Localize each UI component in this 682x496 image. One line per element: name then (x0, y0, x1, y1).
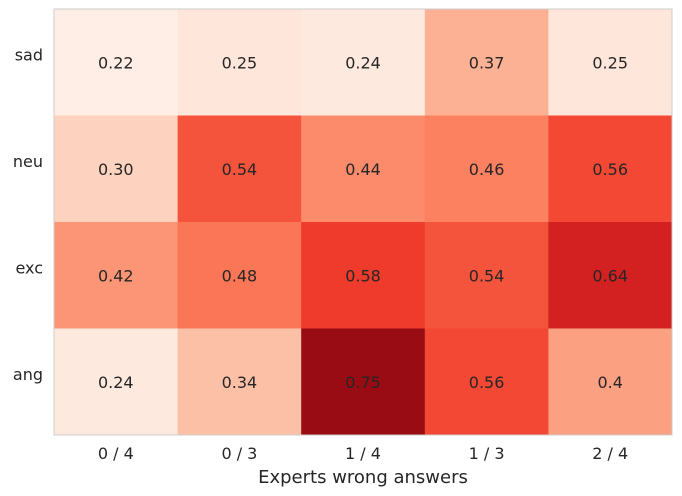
cell-value-label: 0.56 (469, 373, 505, 392)
cell-value-label: 0.64 (592, 266, 628, 285)
heatmap-cell-ang-2 (301, 328, 426, 436)
heatmap-cell-neu-3 (424, 115, 549, 223)
cell-value-label: 0.24 (345, 53, 381, 72)
y-tick-label-exc: exc (15, 258, 43, 277)
heatmap-cell-sad-2 (301, 9, 426, 116)
cell-value-label: 0.48 (222, 266, 258, 285)
cell-value-label: 0.75 (345, 373, 381, 392)
heatmap-cell-sad-4 (548, 9, 673, 116)
heatmap-cell-ang-0 (54, 328, 179, 436)
heatmap-cell-neu-0 (54, 115, 179, 223)
heatmap-cell-ang-3 (424, 328, 549, 436)
heatmap-cell-ang-4 (548, 328, 673, 436)
cell-value-label: 0.58 (345, 266, 381, 285)
heatmap-cell-neu-1 (177, 115, 302, 223)
cell-value-label: 0.37 (469, 53, 505, 72)
cell-value-label: 0.54 (469, 266, 505, 285)
x-tick-label: 1 / 4 (345, 444, 381, 463)
heatmap-cell-sad-0 (54, 9, 179, 116)
cell-value-label: 0.44 (345, 160, 381, 179)
y-tick-label-ang: ang (13, 365, 43, 384)
heatmap-cell-neu-4 (548, 115, 673, 223)
cell-value-label: 0.46 (469, 160, 505, 179)
heatmap-cell-exc-2 (301, 222, 426, 329)
heatmap-cells (54, 9, 673, 436)
y-tick-label-sad: sad (15, 45, 43, 64)
cell-value-label: 0.25 (222, 53, 258, 72)
x-tick-label: 2 / 4 (592, 444, 628, 463)
y-tick-label-neu: neu (13, 152, 43, 171)
heatmap-value-labels: 0.22 0.25 0.24 0.37 0.25 0.30 0.54 0.44 0.46 0.56… (98, 53, 628, 392)
cell-value-label: 0.25 (592, 53, 628, 72)
cell-value-label: 0.54 (222, 160, 258, 179)
cell-value-label: 0.22 (98, 53, 134, 72)
cell-value-label: 0.30 (98, 160, 134, 179)
cell-value-label: 0.24 (98, 373, 134, 392)
x-tick-label: 0 / 4 (98, 444, 134, 463)
x-tick-labels: 0 / 4 0 / 3 1 / 4 1 / 3 2 / 4 (98, 444, 628, 463)
cell-value-label: 0.34 (222, 373, 258, 392)
heatmap-cell-neu-2 (301, 115, 426, 223)
plot-frame (53, 8, 673, 436)
heatmap-cell-exc-4 (548, 222, 673, 329)
cell-value-label: 0.56 (592, 160, 628, 179)
heatmap-cell-exc-1 (177, 222, 302, 329)
cell-value-label: 0.4 (597, 373, 622, 392)
x-tick-label: 1 / 3 (469, 444, 505, 463)
cell-value-label: 0.42 (98, 266, 134, 285)
heatmap-cell-exc-0 (54, 222, 179, 329)
heatmap-cell-sad-3 (424, 9, 549, 116)
heatmap-cell-exc-3 (424, 222, 549, 329)
x-tick-label: 0 / 3 (221, 444, 257, 463)
x-axis-label: Experts wrong answers (258, 467, 468, 488)
heatmap-cell-sad-1 (177, 9, 302, 116)
y-tick-labels: sad neu exc ang (13, 45, 43, 384)
heatmap-cell-ang-1 (177, 328, 302, 436)
